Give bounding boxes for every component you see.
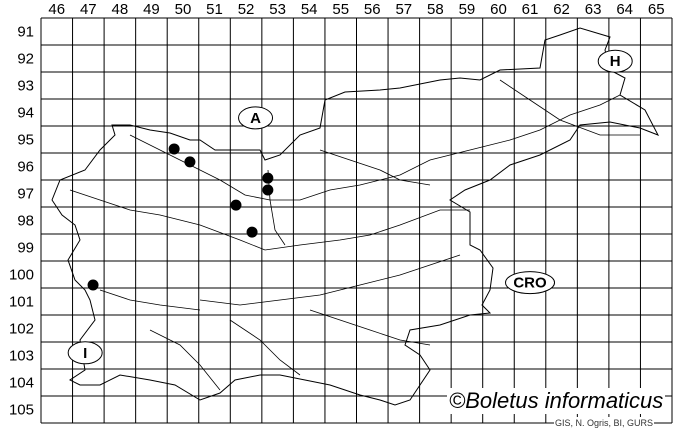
country-labels: A H CRO I	[67, 49, 633, 365]
column-label: 57	[395, 1, 412, 18]
country-label: CRO	[513, 275, 547, 292]
row-labels: 91 92 93 94 95 96 97 98 99 100 101 102 103 104 105	[9, 24, 34, 419]
column-label: 60	[490, 1, 507, 18]
row-label: 99	[17, 240, 34, 257]
column-label: 48	[112, 1, 129, 18]
column-label: 61	[522, 1, 539, 18]
row-label: 92	[17, 51, 34, 68]
record-dot	[184, 156, 196, 168]
row-label: 93	[17, 78, 34, 95]
row-label: 96	[17, 159, 34, 176]
row-label: 101	[9, 294, 34, 311]
column-label: 47	[80, 1, 97, 18]
country-label: H	[610, 53, 621, 70]
country-label: I	[83, 345, 87, 362]
column-label: 62	[553, 1, 570, 18]
column-label: 46	[48, 1, 65, 18]
row-label: 104	[9, 375, 34, 392]
row-label: 94	[17, 105, 34, 122]
row-label: 100	[9, 267, 34, 284]
column-label: 49	[143, 1, 160, 18]
column-label: 58	[427, 1, 444, 18]
column-label: 65	[648, 1, 665, 18]
column-label: 56	[364, 1, 381, 18]
row-label: 102	[9, 321, 34, 338]
row-label: 91	[17, 24, 34, 41]
record-dot	[168, 143, 180, 155]
column-label: 51	[206, 1, 223, 18]
grid-lines	[40, 17, 673, 424]
country-label-oval	[238, 106, 274, 130]
row-label: 105	[9, 402, 34, 419]
rivers	[69, 79, 640, 391]
copyright-text: ©Boletus informaticus	[447, 388, 666, 414]
column-label: 54	[301, 1, 318, 18]
record-dot	[262, 184, 274, 196]
column-label: 64	[616, 1, 633, 18]
row-label: 97	[17, 186, 34, 203]
row-label: 95	[17, 132, 34, 149]
record-dots	[87, 143, 274, 291]
credit-text: GIS, N. Ogris, BI, GURS	[554, 417, 655, 429]
row-label: 103	[9, 348, 34, 365]
column-label: 52	[238, 1, 255, 18]
row-label: 98	[17, 213, 34, 230]
record-dot	[246, 226, 258, 238]
column-label: 59	[459, 1, 476, 18]
column-label: 53	[269, 1, 286, 18]
country-label-oval	[505, 271, 556, 295]
country-label-oval	[67, 341, 103, 365]
column-label: 55	[332, 1, 349, 18]
record-dot	[230, 199, 242, 211]
record-dot	[262, 172, 274, 184]
column-labels: 46 47 48 49 50 51 52 53 54 55 56 57 58 59 60 61 62 63 64 65	[48, 1, 664, 18]
country-label-oval	[597, 49, 633, 73]
column-label: 50	[175, 1, 192, 18]
column-label: 63	[585, 1, 602, 18]
country-label: A	[250, 110, 261, 127]
record-dot	[87, 279, 99, 291]
country-border	[51, 27, 660, 406]
